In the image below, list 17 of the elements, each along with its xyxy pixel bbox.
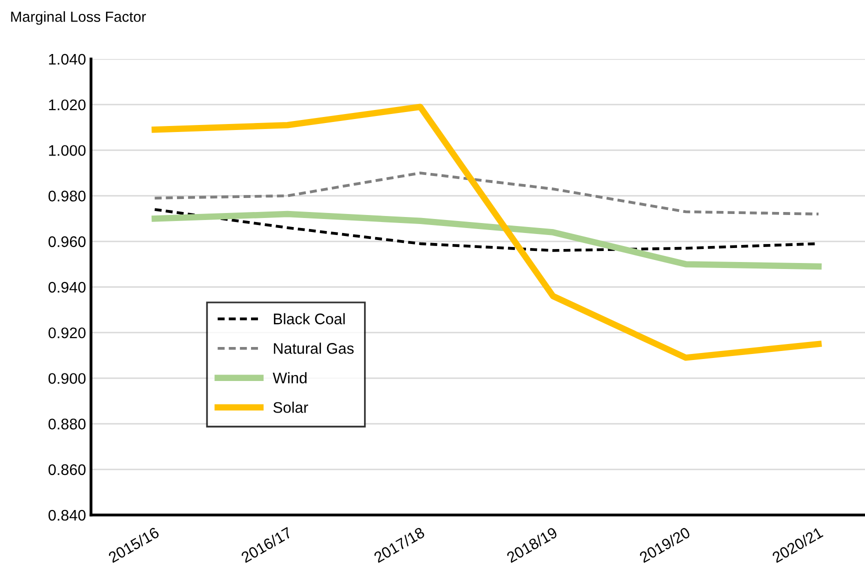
legend-label: Wind (272, 372, 307, 384)
y-tick-label: 1.000 (49, 145, 86, 156)
y-tick-label: 0.840 (48, 510, 86, 521)
y-tick-label: 0.920 (48, 327, 86, 338)
y-axis-title: Marginal Loss Factor (11, 11, 146, 25)
legend-label: Black Coal (274, 313, 345, 324)
y-tick-label: 0.960 (48, 236, 86, 248)
y-tick-label: 0.980 (48, 190, 86, 202)
legend-label: Solar (273, 402, 308, 413)
y-tick-label: 0.940 (48, 282, 86, 293)
y-tick-label: 0.880 (48, 418, 86, 430)
line-series (153, 172, 820, 216)
legend-label: Natural Gas (274, 342, 354, 354)
y-tick-label: 0.900 (48, 373, 86, 384)
y-tick-label: 1.020 (49, 99, 86, 110)
y-tick-label: 0.860 (48, 464, 86, 476)
y-tick-label: 1.040 (49, 54, 86, 65)
